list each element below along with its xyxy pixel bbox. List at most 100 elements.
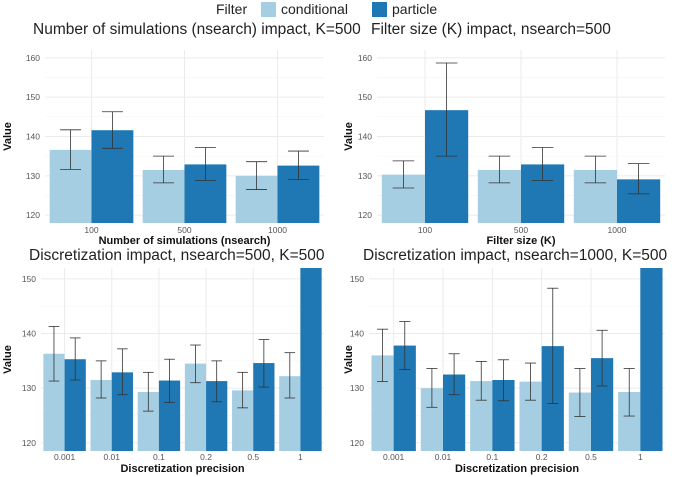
error-bar-particle-0.01 [117, 348, 128, 396]
error-bar-conditional-0.2 [525, 362, 537, 401]
y-tick-label: 150 [26, 92, 40, 102]
legend: Filter conditional particle [0, 0, 681, 20]
x-tick-label: 1000 [608, 225, 627, 235]
y-axis-label: Value [343, 122, 355, 151]
x-tick-label: 1 [638, 452, 643, 462]
error-bar-particle-100 [435, 62, 458, 157]
y-tick-label: 140 [350, 329, 364, 339]
chart-title: Discretization impact, nsearch=500, K=50… [29, 247, 325, 264]
bar-particle-0.001 [64, 359, 86, 451]
error-bar-particle-1000 [627, 163, 650, 195]
error-bar-conditional-0.001 [48, 326, 60, 382]
error-bar-conditional-100 [392, 160, 415, 189]
y-axis-label: Value [343, 345, 355, 374]
x-tick-label: 1 [298, 452, 303, 462]
chart-nsearch-impact: Number of simulations (nsearch) impact, … [2, 21, 361, 247]
bar-conditional-1 [618, 392, 641, 451]
y-tick-label: 120 [358, 210, 372, 220]
error-bar-particle-0.2 [547, 287, 559, 404]
x-tick-label: 0.1 [153, 452, 165, 462]
x-tick-label: 0.5 [585, 452, 597, 462]
legend-label-conditional: conditional [281, 1, 348, 17]
error-bar-particle-0.5 [596, 329, 608, 387]
error-bar-conditional-1000 [246, 161, 268, 190]
y-tick-label: 120 [22, 438, 36, 448]
x-tick-label: 1000 [268, 225, 287, 235]
error-bar-conditional-0.5 [237, 371, 248, 409]
chart-title: Filter size (K) impact, nsearch=500 [371, 21, 611, 38]
x-tick-label: 0.1 [486, 452, 498, 462]
error-bar-particle-100 [101, 111, 123, 149]
x-tick-label: 500 [514, 225, 528, 235]
y-tick-label: 120 [26, 210, 40, 220]
x-axis-label: Discretization precision [120, 463, 244, 475]
bar-conditional-0.5 [568, 392, 591, 451]
bar-particle-0.01 [111, 372, 133, 451]
error-bar-conditional-500 [153, 155, 175, 184]
y-tick-label: 150 [358, 92, 372, 102]
error-bar-particle-500 [531, 147, 554, 181]
y-tick-label: 130 [26, 171, 40, 181]
error-bar-particle-0.001 [69, 337, 81, 381]
y-tick-label: 120 [350, 438, 364, 448]
chart-title: Number of simulations (nsearch) impact, … [33, 21, 361, 38]
bar-conditional-0.001 [371, 355, 394, 451]
x-axis-label: Number of simulations (nsearch) [99, 235, 271, 247]
error-bar-particle-0.1 [497, 359, 509, 402]
x-tick-label: 0.001 [383, 452, 405, 462]
bar-particle-0.5 [591, 358, 614, 451]
bar-particle-0.5 [253, 363, 275, 451]
error-bar-particle-1000 [287, 150, 309, 180]
error-bar-particle-0.5 [258, 339, 270, 388]
bar-conditional-0.2 [519, 381, 542, 451]
error-bar-conditional-0.01 [426, 368, 438, 408]
error-bar-conditional-500 [488, 155, 511, 184]
chart-discretization-nsearch500: Discretization impact, nsearch=500, K=50… [2, 247, 325, 475]
chart-discretization-nsearch1000: Discretization impact, nsearch=1000, K=5… [343, 247, 668, 475]
bar-particle-0.01 [443, 374, 466, 451]
legend-label-particle: particle [392, 1, 438, 17]
bar-conditional-0.01 [420, 388, 443, 451]
x-tick-label: 0.001 [54, 452, 76, 462]
y-tick-label: 140 [26, 132, 40, 142]
bar-particle-1 [640, 268, 663, 451]
x-tick-label: 0.01 [435, 452, 452, 462]
x-tick-label: 100 [418, 225, 432, 235]
error-bar-conditional-1 [623, 368, 635, 417]
bar-conditional-0.001 [43, 353, 65, 451]
error-bar-particle-0.01 [448, 353, 460, 396]
y-tick-label: 140 [22, 329, 36, 339]
x-tick-label: 0.2 [536, 452, 548, 462]
error-bar-conditional-0.01 [95, 360, 107, 399]
y-tick-label: 140 [358, 132, 372, 142]
y-tick-label: 130 [350, 383, 364, 393]
bar-conditional-0.5 [232, 390, 254, 451]
error-bar-conditional-0.1 [475, 361, 487, 401]
x-axis-label: Discretization precision [455, 463, 579, 475]
bar-conditional-0.1 [470, 381, 493, 451]
error-bar-particle-0.2 [211, 360, 223, 403]
legend-title: Filter [216, 1, 248, 17]
error-bar-conditional-0.1 [142, 371, 154, 412]
x-tick-label: 0.2 [200, 452, 212, 462]
x-tick-label: 0.01 [103, 452, 120, 462]
legend-key-particle [372, 2, 387, 17]
bar-particle-0.001 [393, 345, 416, 451]
error-bar-conditional-0.5 [574, 368, 586, 417]
x-tick-label: 500 [177, 225, 191, 235]
y-axis-label: Value [2, 345, 14, 374]
error-bar-conditional-100 [60, 129, 82, 170]
bar-particle-0.2 [206, 381, 228, 451]
x-tick-label: 0.5 [247, 452, 259, 462]
error-bar-conditional-1 [284, 352, 296, 399]
bar-conditional-0.1 [137, 392, 159, 451]
legend-key-conditional [261, 2, 276, 17]
error-bar-particle-500 [194, 147, 216, 181]
bar-conditional-0.2 [184, 363, 207, 451]
y-tick-label: 150 [22, 274, 36, 284]
error-bar-particle-0.1 [164, 358, 175, 403]
x-tick-label: 100 [84, 225, 98, 235]
x-axis-label: Filter size (K) [486, 235, 555, 247]
error-bar-conditional-1000 [584, 155, 607, 184]
error-bar-conditional-0.001 [377, 328, 389, 383]
